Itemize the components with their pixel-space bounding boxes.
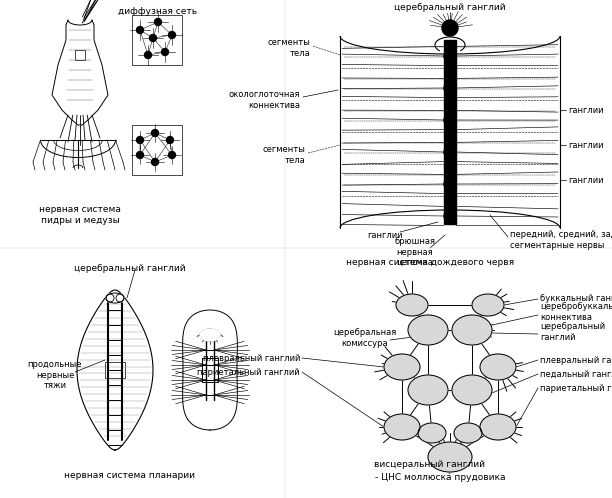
Circle shape xyxy=(136,26,143,33)
Text: брюшная
нервная
цепочка: брюшная нервная цепочка xyxy=(395,237,436,267)
Ellipse shape xyxy=(428,442,472,472)
Text: париетальный ганглий: париетальный ганглий xyxy=(540,383,612,392)
Text: окологлоточная
коннектива: окологлоточная коннектива xyxy=(228,90,300,110)
Ellipse shape xyxy=(472,294,504,316)
Text: нервная система планарии: нервная система планарии xyxy=(64,471,195,480)
Circle shape xyxy=(136,151,143,158)
Bar xyxy=(202,358,218,382)
Circle shape xyxy=(444,82,456,94)
Ellipse shape xyxy=(408,375,448,405)
Circle shape xyxy=(444,50,456,62)
Ellipse shape xyxy=(480,354,516,380)
Text: ганглии: ганглии xyxy=(568,140,603,149)
Bar xyxy=(75,50,85,60)
Text: передний, средний, задний
сегментарные нервы: передний, средний, задний сегментарные н… xyxy=(510,230,612,249)
Circle shape xyxy=(149,34,157,41)
Bar xyxy=(132,125,182,175)
Ellipse shape xyxy=(396,294,428,316)
Text: нервная система
пидры и медузы: нервная система пидры и медузы xyxy=(39,205,121,225)
Ellipse shape xyxy=(384,414,420,440)
Circle shape xyxy=(442,20,458,36)
Circle shape xyxy=(168,151,176,158)
Text: буккальный ганглий: буккальный ганглий xyxy=(540,293,612,302)
Text: сегменты
тела: сегменты тела xyxy=(262,145,305,165)
Ellipse shape xyxy=(408,315,448,345)
Text: церебральная
комиссура: церебральная комиссура xyxy=(334,328,397,348)
Ellipse shape xyxy=(200,329,220,341)
Circle shape xyxy=(154,18,162,25)
Circle shape xyxy=(444,114,456,126)
Bar xyxy=(444,40,456,224)
Text: ганглии: ганглии xyxy=(568,106,603,115)
Text: висцеральный ганглий: висцеральный ганглий xyxy=(375,460,485,469)
Circle shape xyxy=(444,178,456,190)
Ellipse shape xyxy=(452,315,492,345)
Ellipse shape xyxy=(106,293,124,303)
Text: париетальный ганглий: париетальный ганглий xyxy=(198,368,300,376)
Circle shape xyxy=(162,48,168,55)
Bar xyxy=(132,15,182,65)
Text: плевральный ганглий: плевральный ганглий xyxy=(540,356,612,365)
Circle shape xyxy=(144,51,152,58)
Text: сегменты
тела: сегменты тела xyxy=(267,38,310,58)
Circle shape xyxy=(444,210,456,222)
Text: ганглии: ганглии xyxy=(568,175,603,184)
Text: ганглии: ганглии xyxy=(367,231,403,240)
Circle shape xyxy=(152,129,159,136)
Circle shape xyxy=(152,158,159,165)
Ellipse shape xyxy=(116,294,124,302)
Text: продольные
нервные
тяжи: продольные нервные тяжи xyxy=(28,360,82,390)
Ellipse shape xyxy=(384,354,420,380)
Ellipse shape xyxy=(480,414,516,440)
Ellipse shape xyxy=(418,423,446,443)
Circle shape xyxy=(136,136,143,143)
Ellipse shape xyxy=(452,375,492,405)
Circle shape xyxy=(168,31,176,38)
Text: церебробуккальная
коннектива: церебробуккальная коннектива xyxy=(540,302,612,322)
Text: церебральный ганглий: церебральный ганглий xyxy=(74,263,186,272)
Text: диффузная сеть: диффузная сеть xyxy=(119,6,198,15)
Text: нервная система дождевого червя: нервная система дождевого червя xyxy=(346,257,514,266)
Circle shape xyxy=(444,146,456,158)
Text: плевральный ганглий: плевральный ганглий xyxy=(203,354,300,363)
Ellipse shape xyxy=(454,423,482,443)
Text: - ЦНС моллюска прудовика: - ЦНС моллюска прудовика xyxy=(375,473,506,482)
Circle shape xyxy=(166,136,173,143)
Text: церебральный ганглий: церебральный ганглий xyxy=(394,2,506,11)
Ellipse shape xyxy=(106,294,114,302)
Bar xyxy=(105,362,125,378)
Text: церебральный
ганглий: церебральный ганглий xyxy=(540,322,605,342)
Text: педальный ганглий: педальный ганглий xyxy=(540,370,612,378)
